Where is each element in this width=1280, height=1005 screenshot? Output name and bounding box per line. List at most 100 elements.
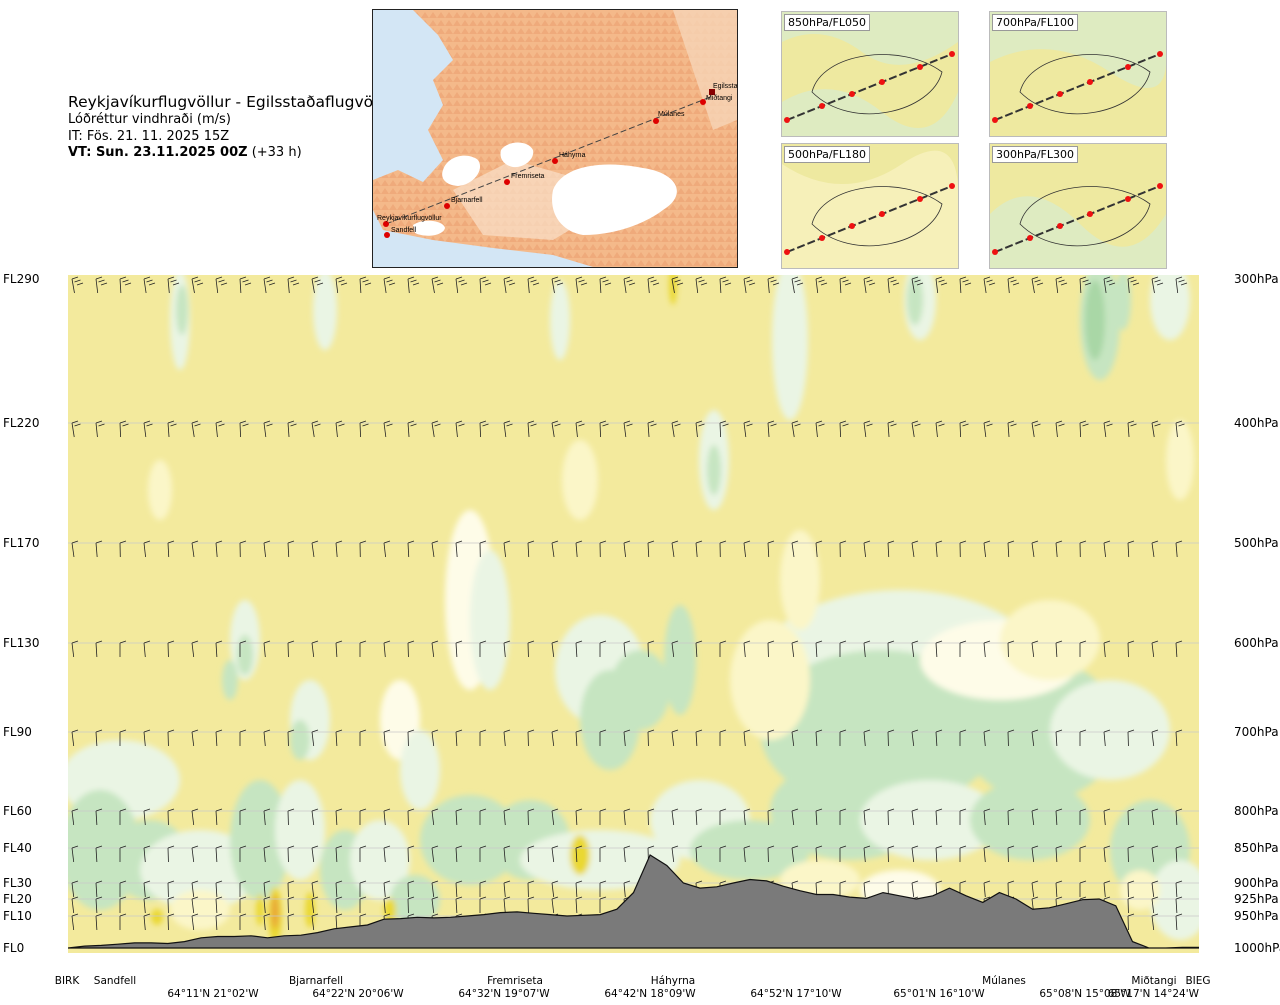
wind-barb <box>1151 422 1155 438</box>
wind-barb-flag <box>1178 279 1185 283</box>
wind-barb-flag <box>652 282 660 286</box>
wind-barb <box>191 422 195 438</box>
wind-barb-flag <box>770 423 777 427</box>
wind-barb <box>1007 422 1010 438</box>
wind-barb <box>335 642 338 658</box>
wind-barb-flag <box>647 729 655 733</box>
wind-barb-flag <box>746 279 753 283</box>
wind-barb-flag <box>95 845 103 849</box>
wind-barb-flag <box>194 279 201 283</box>
wind-barb-flag <box>71 913 79 917</box>
wind-barb-flag <box>719 540 727 544</box>
wind-barb-flag <box>695 540 703 544</box>
wind-barb <box>911 810 915 826</box>
wind-barb-flag <box>287 540 295 544</box>
wind-barb-flag <box>434 423 441 427</box>
wind-barb-flag <box>1079 808 1087 812</box>
coordinate-label: 64°11'N 21°02'W <box>167 988 259 1000</box>
wind-barb-flag <box>791 420 799 424</box>
wind-barb <box>311 642 315 658</box>
wind-barb-flag <box>1127 845 1135 849</box>
wind-barb <box>215 810 218 826</box>
wind-barb-flag <box>935 808 943 812</box>
wind-barb-flag <box>359 420 367 424</box>
wind-barb <box>671 847 675 863</box>
wind-barb-flag <box>215 640 223 644</box>
wind-barb-flag <box>455 640 463 644</box>
wind-barb-flag <box>119 880 127 884</box>
wind-barb-flag <box>887 880 895 884</box>
wind-barb <box>95 847 98 863</box>
wind-barb-flag <box>650 279 657 283</box>
wind-barb-flag <box>124 282 132 286</box>
wind-barb-flag <box>1151 808 1159 812</box>
wind-barb-flag <box>167 640 175 644</box>
wind-barb <box>671 422 675 438</box>
wind-barb-flag <box>1103 640 1111 644</box>
wind-barb-flag <box>892 282 900 286</box>
wind-barb-flag <box>820 282 828 286</box>
wind-barb-flag <box>359 808 367 812</box>
route-label-3: Fremriseta <box>511 173 545 180</box>
wind-barb-flag <box>1007 845 1015 849</box>
wind-barb-flag <box>239 808 247 812</box>
wind-barb-flag <box>266 279 273 283</box>
wind-barb <box>935 810 938 826</box>
wind-barb-flag <box>551 276 559 280</box>
wind-barb-flag <box>671 540 679 544</box>
wind-barb-flag <box>1200 881 1206 883</box>
wind-barb-flag <box>935 540 943 544</box>
wind-barb <box>911 542 915 558</box>
wind-barb-flag <box>71 880 79 884</box>
wind-barb-flag <box>383 913 391 917</box>
wind-barb-flag <box>1031 880 1039 884</box>
wind-barb <box>863 422 867 438</box>
wind-barb-flag <box>1127 640 1135 644</box>
wind-barb-flag <box>263 729 271 733</box>
wind-barb-flag <box>95 808 103 812</box>
mini-map-label: 300hPa/FL300 <box>992 146 1079 163</box>
wind-barb-flag <box>215 420 223 424</box>
wind-barb <box>431 422 435 438</box>
wind-barb <box>839 422 841 438</box>
wind-barb <box>215 898 218 914</box>
wind-barb-flag <box>1103 729 1111 733</box>
wind-barb-flag <box>98 423 105 427</box>
wind-barb-flag <box>407 913 415 917</box>
wind-barb-flag <box>791 540 799 544</box>
wind-barb-flag <box>623 808 631 812</box>
wind-barb <box>407 542 410 558</box>
wind-barb-flag <box>1175 808 1183 812</box>
wind-barb <box>287 542 290 558</box>
wind-barb <box>215 731 218 747</box>
wind-barb-flag <box>575 896 583 900</box>
wind-barb-flag <box>287 640 295 644</box>
location-label: BIEG <box>1185 975 1210 987</box>
wind-barb-flag <box>362 423 369 427</box>
velocity-blob <box>730 620 810 740</box>
wind-barb-flag <box>407 808 415 812</box>
wind-barb-flag <box>482 423 489 427</box>
wind-barb <box>1151 847 1155 863</box>
wind-barb <box>95 882 98 898</box>
velocity-blob <box>580 670 640 770</box>
wind-barb-flag <box>1084 282 1092 286</box>
wind-barb <box>983 731 986 747</box>
wind-barb <box>1151 810 1155 826</box>
wind-barb-flag <box>503 808 511 812</box>
wind-barb <box>383 422 387 438</box>
flight-level-labels: FL290 FL220 FL170 FL130 FL90 FL60 FL40 FL30 FL20… <box>3 272 40 955</box>
wind-barb-flag <box>1012 282 1020 286</box>
wind-barb-flag <box>671 808 679 812</box>
wind-barb-flag <box>983 540 991 544</box>
wind-barb <box>479 422 481 438</box>
point-fremriseta <box>504 179 510 185</box>
wind-barb <box>551 642 555 658</box>
wind-barb <box>383 810 386 826</box>
velocity-blob <box>176 285 188 335</box>
fl-label: FL0 <box>3 941 24 955</box>
hpa-label: 925hPa <box>1234 892 1279 906</box>
wind-barb <box>1175 542 1178 558</box>
wind-barb-flag <box>527 276 535 280</box>
wind-barb-flag <box>1007 540 1015 544</box>
